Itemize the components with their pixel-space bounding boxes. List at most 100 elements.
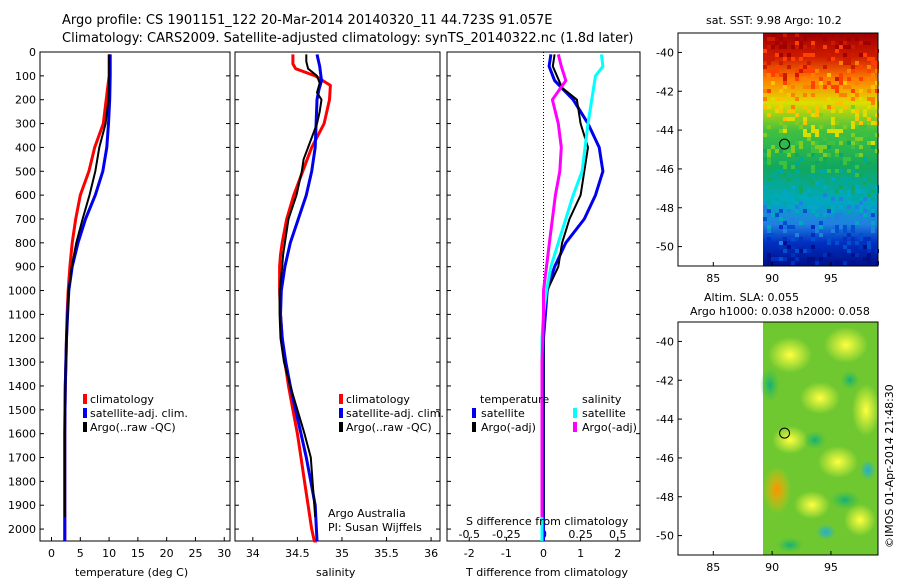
sst-pixel: [851, 77, 855, 81]
sst-pixel: [779, 165, 783, 169]
sst-pixel: [863, 157, 867, 161]
sst-pixel: [843, 237, 847, 241]
sst-pixel: [863, 245, 867, 249]
sst-pixel: [867, 77, 871, 81]
sst-pixel: [827, 205, 831, 209]
annotation-pi: PI: Susan Wijffels: [328, 521, 422, 534]
difference-xlabel: T difference from climatology: [465, 566, 628, 579]
sst-pixel: [783, 117, 787, 121]
sst-pixel: [843, 125, 847, 129]
map-x-tick-label: 85: [706, 272, 720, 285]
sst-pixel: [843, 41, 847, 45]
y-tick-label: 700: [15, 213, 36, 226]
sst-pixel: [867, 161, 871, 165]
sst-pixel: [863, 181, 867, 185]
sst-pixel: [847, 57, 851, 61]
y-tick-label: 1800: [8, 475, 36, 488]
plot-frame: [234, 51, 441, 542]
sst-pixel: [775, 109, 779, 113]
sst-pixel: [839, 153, 843, 157]
sst-pixel: [803, 209, 807, 213]
legend-swatch-t-satellite: [472, 408, 476, 418]
sst-pixel: [807, 85, 811, 89]
y-tick-label: 1200: [8, 332, 36, 345]
sst-pixel: [827, 105, 831, 109]
sst-pixel: [847, 189, 851, 193]
sst-pixel: [799, 249, 803, 253]
sst-pixel: [851, 89, 855, 93]
sst-pixel: [811, 209, 815, 213]
sst-pixel: [847, 177, 851, 181]
sst-pixel: [771, 81, 775, 85]
sst-pixel: [787, 137, 791, 141]
sst-pixel: [787, 193, 791, 197]
sst-pixel: [839, 41, 843, 45]
sst-pixel: [787, 205, 791, 209]
sst-pixel: [795, 205, 799, 209]
sst-pixel: [847, 233, 851, 237]
map-x-tick-label: 90: [765, 561, 779, 574]
map-x-tick-label: 95: [824, 272, 838, 285]
sst-pixel: [815, 197, 819, 201]
sst-pixel: [859, 221, 863, 225]
sst-pixel: [795, 161, 799, 165]
sst-pixel: [803, 105, 807, 109]
sst-pixel: [775, 69, 779, 73]
x-tick-label: 35: [335, 547, 349, 560]
sst-pixel: [783, 57, 787, 61]
sst-pixel: [839, 93, 843, 97]
sst-pixel: [875, 49, 879, 53]
sst-pixel: [851, 261, 855, 265]
sst-pixel: [815, 129, 819, 133]
sst-pixel: [807, 69, 811, 73]
sst-pixel: [831, 129, 835, 133]
legend-swatch-climatology: [83, 394, 87, 404]
sst-pixel: [847, 85, 851, 89]
sst-pixel: [779, 61, 783, 65]
sst-pixel: [819, 145, 823, 149]
sst-pixel: [871, 117, 875, 121]
sst-pixel: [787, 109, 791, 113]
sst-pixel: [799, 201, 803, 205]
sst-pixel: [851, 133, 855, 137]
sst-pixel: [795, 141, 799, 145]
sst-pixel: [867, 65, 871, 69]
sst-pixel: [767, 205, 771, 209]
series-line-argo-raw-qc-: [278, 54, 323, 518]
sst-pixel: [863, 41, 867, 45]
sst-pixel: [803, 249, 807, 253]
sst-pixel: [855, 141, 859, 145]
sst-pixel: [875, 69, 879, 73]
sla-map: [677, 321, 880, 556]
difference-xlabel-top: S difference from climatology: [466, 515, 629, 528]
sst-pixel: [855, 197, 859, 201]
sst-pixel: [787, 93, 791, 97]
sst-pixel: [783, 197, 787, 201]
sst-pixel: [863, 133, 867, 137]
temperature-legend: climatology satellite-adj. clim. Argo(..…: [83, 393, 188, 434]
sst-pixel: [799, 237, 803, 241]
sst-pixel: [851, 109, 855, 113]
map-y-tick-label: -44: [656, 413, 674, 426]
sst-pixel: [843, 85, 847, 89]
sst-pixel: [835, 149, 839, 153]
sst-pixel: [851, 145, 855, 149]
sst-pixel: [779, 257, 783, 261]
sst-pixel: [783, 189, 787, 193]
map-y-tick-label: -42: [656, 374, 674, 387]
sst-pixel: [783, 129, 787, 133]
sst-pixel: [839, 73, 843, 77]
sst-pixel: [839, 101, 843, 105]
x-tick-label: 36: [424, 547, 438, 560]
sst-pixel: [859, 241, 863, 245]
sst-pixel: [791, 145, 795, 149]
sst-pixel: [763, 165, 767, 169]
sst-pixel: [779, 45, 783, 49]
sst-pixel: [847, 37, 851, 41]
sst-pixel: [763, 149, 767, 153]
sst-pixel: [787, 241, 791, 245]
sst-pixel: [815, 141, 819, 145]
sst-pixel: [827, 169, 831, 173]
sst-pixel: [851, 45, 855, 49]
sst-pixel: [807, 61, 811, 65]
